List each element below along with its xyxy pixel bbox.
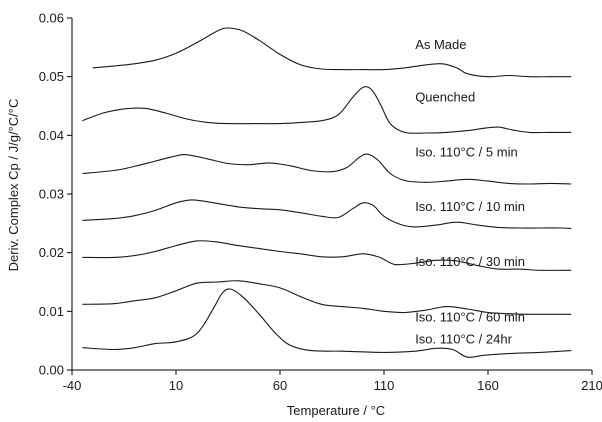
y-tick-label: 0.01 bbox=[39, 304, 64, 319]
y-tick-label: 0.04 bbox=[39, 128, 64, 143]
series-label: As Made bbox=[415, 37, 466, 52]
y-tick-label: 0.05 bbox=[39, 69, 64, 84]
series-line bbox=[82, 288, 572, 358]
series-line bbox=[92, 27, 572, 78]
y-tick-label: 0.02 bbox=[39, 245, 64, 260]
x-tick-label: 10 bbox=[169, 378, 183, 393]
series-line bbox=[82, 199, 572, 230]
series-line bbox=[82, 280, 572, 315]
x-tick-label: -40 bbox=[63, 378, 82, 393]
y-tick-label: 0.03 bbox=[39, 187, 64, 202]
series-label: Iso. 110°C / 30 min bbox=[415, 254, 525, 269]
series-label: Iso. 110°C / 10 min bbox=[415, 199, 525, 214]
x-tick-label: 210 bbox=[581, 378, 602, 393]
series-line bbox=[82, 86, 572, 134]
series-label: Quenched bbox=[415, 89, 475, 104]
series-line bbox=[82, 240, 572, 271]
axes: 0.00 0.01 0.02 0.03 0.04 0.05 0.06 -40 10 60 110 16… bbox=[39, 11, 602, 394]
y-tick-label: 0.00 bbox=[39, 363, 64, 378]
y-axis-label: Deriv. Complex Cp / J/g/°C/°C bbox=[6, 99, 21, 272]
x-axis-label: Temperature / °C bbox=[287, 403, 385, 418]
y-tick-label: 0.06 bbox=[39, 11, 64, 26]
series-label: Iso. 110°C / 60 min bbox=[415, 309, 525, 324]
series-label: Iso. 110°C / 24hr bbox=[415, 332, 512, 347]
series-line bbox=[82, 153, 572, 185]
x-tick-label: 160 bbox=[477, 378, 499, 393]
series-layer: As Made Quenched Iso. 110°C / 5 min Iso. 11… bbox=[82, 27, 572, 358]
x-tick-label: 60 bbox=[273, 378, 287, 393]
series-label: Iso. 110°C / 5 min bbox=[415, 144, 518, 159]
x-tick-label: 110 bbox=[374, 378, 395, 393]
